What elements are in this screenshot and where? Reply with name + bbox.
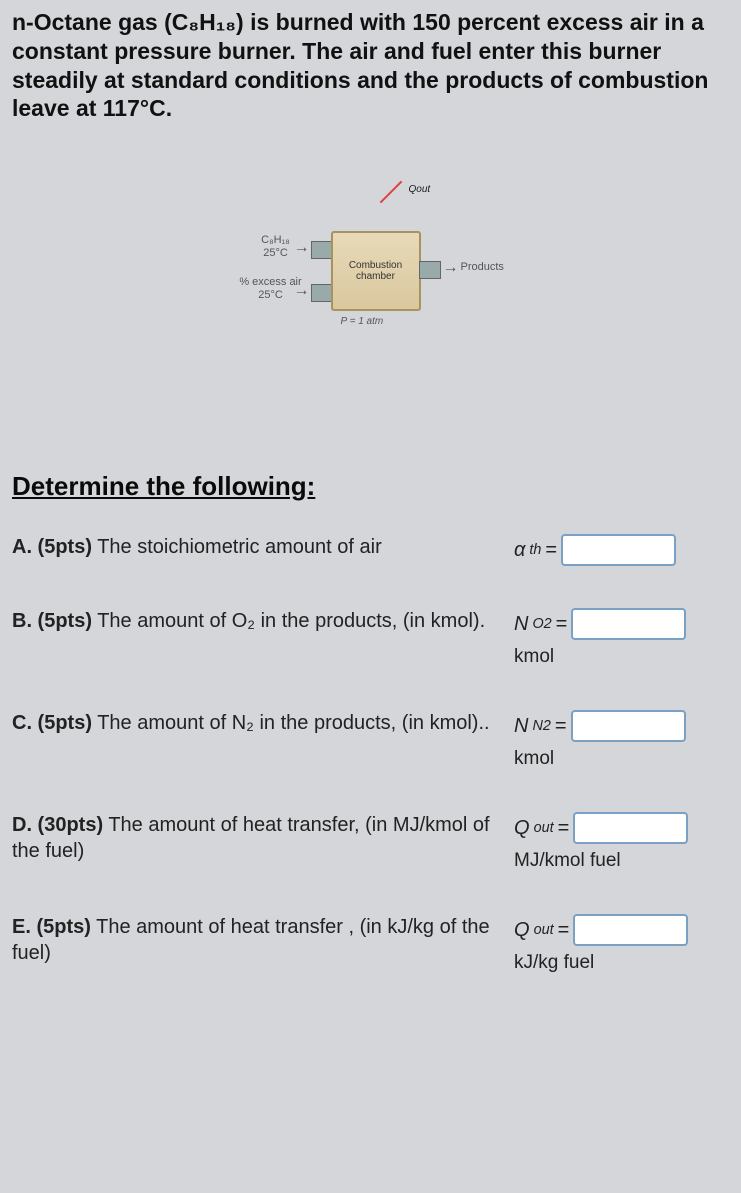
section-heading: Determine the following:: [12, 471, 729, 502]
answer-input[interactable]: [571, 608, 686, 640]
unit-label: kmol: [514, 748, 729, 770]
question-A: A. (5pts) The stoichiometric amount of a…: [12, 534, 729, 566]
products-label: Products: [461, 261, 504, 274]
question-body: The amount of N₂ in the products, (in km…: [92, 712, 490, 734]
answer-input[interactable]: [571, 710, 686, 742]
question-body: The stoichiometric amount of air: [92, 536, 382, 558]
diagram-area: C₈H₁₈ 25°C % excess air 25°C → → Combust…: [12, 141, 729, 411]
variable-subscript: th: [529, 542, 541, 558]
question-text: D. (30pts) The amount of heat transfer, …: [12, 812, 494, 864]
arrow-icon: →: [294, 239, 310, 257]
inlet-port: [311, 241, 333, 259]
answer-column: αth=: [514, 534, 729, 566]
problem-statement: n-Octane gas (C₈H₁₈) is burned with 150 …: [12, 8, 729, 123]
question-text: E. (5pts) The amount of heat transfer , …: [12, 914, 494, 966]
answer-column: NN2 = kmol: [514, 710, 729, 770]
variable-symbol: N: [514, 613, 528, 636]
qout-label: Qout: [409, 184, 431, 195]
variable-subscript: out: [534, 922, 554, 938]
unit-label: kJ/kg fuel: [514, 952, 729, 974]
answer-row: NN2 =: [514, 710, 729, 742]
variable-symbol: Q: [514, 919, 530, 942]
arrow-icon: →: [294, 282, 310, 300]
variable-subscript: N2: [532, 718, 550, 734]
outlet-port: [419, 261, 441, 279]
chamber-label-1: Combustion: [349, 260, 402, 271]
equals-sign: =: [545, 539, 557, 562]
variable-symbol: α: [514, 539, 525, 562]
answer-row: NO2 =: [514, 608, 729, 640]
inlet-port: [311, 284, 333, 302]
answer-column: Qout= MJ/kmol fuel: [514, 812, 729, 872]
arrow-icon: →: [443, 259, 459, 277]
equals-sign: =: [558, 817, 570, 840]
combustion-chamber: Combustion chamber: [331, 231, 421, 311]
points-label: E. (5pts): [12, 916, 91, 938]
answer-input[interactable]: [573, 914, 688, 946]
question-D: D. (30pts) The amount of heat transfer, …: [12, 812, 729, 872]
answer-row: αth=: [514, 534, 729, 566]
equals-sign: =: [558, 919, 570, 942]
points-label: D. (30pts): [12, 814, 103, 836]
question-text: C. (5pts) The amount of N₂ in the produc…: [12, 710, 494, 736]
points-label: C. (5pts): [12, 712, 92, 734]
answer-column: NO2 = kmol: [514, 608, 729, 668]
answer-input[interactable]: [561, 534, 676, 566]
answer-row: Qout=: [514, 812, 729, 844]
page: n-Octane gas (C₈H₁₈) is burned with 150 …: [0, 0, 741, 986]
question-C: C. (5pts) The amount of N₂ in the produc…: [12, 710, 729, 770]
answer-input[interactable]: [573, 812, 688, 844]
points-label: B. (5pts): [12, 610, 92, 632]
question-body: The amount of O₂ in the products, (in km…: [92, 610, 485, 632]
chamber-label-2: chamber: [356, 271, 395, 282]
equals-sign: =: [556, 613, 568, 636]
answer-row: Qout=: [514, 914, 729, 946]
heat-arrow-icon: [376, 191, 406, 193]
variable-symbol: N: [514, 715, 528, 738]
points-label: A. (5pts): [12, 536, 92, 558]
question-B: B. (5pts) The amount of O₂ in the produc…: [12, 608, 729, 668]
variable-subscript: O2: [532, 616, 551, 632]
combustion-diagram: C₈H₁₈ 25°C % excess air 25°C → → Combust…: [161, 176, 581, 376]
answer-column: Qout= kJ/kg fuel: [514, 914, 729, 974]
unit-label: kmol: [514, 646, 729, 668]
unit-label: MJ/kmol fuel: [514, 850, 729, 872]
question-text: A. (5pts) The stoichiometric amount of a…: [12, 534, 494, 560]
pressure-label: P = 1 atm: [341, 316, 384, 328]
variable-subscript: out: [534, 820, 554, 836]
variable-symbol: Q: [514, 817, 530, 840]
question-E: E. (5pts) The amount of heat transfer , …: [12, 914, 729, 974]
equals-sign: =: [555, 715, 567, 738]
question-text: B. (5pts) The amount of O₂ in the produc…: [12, 608, 494, 634]
